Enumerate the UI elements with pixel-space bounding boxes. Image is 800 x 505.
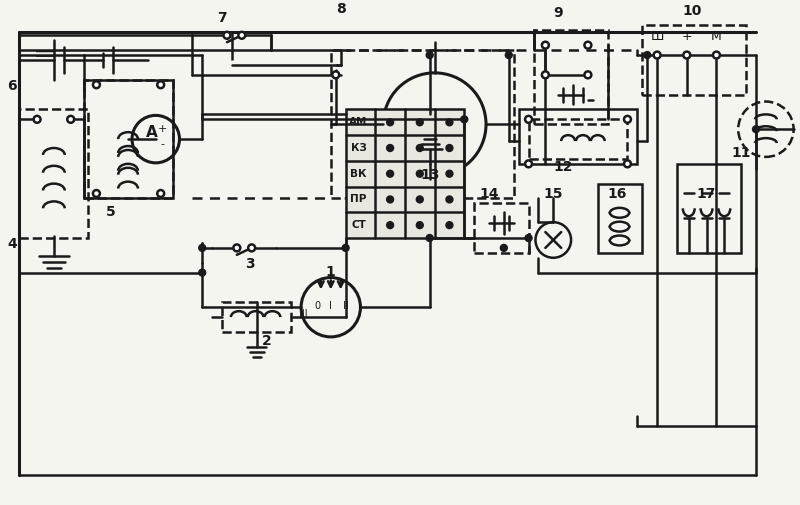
Text: М: М [711,30,722,43]
Circle shape [446,119,453,126]
Circle shape [500,244,507,251]
Circle shape [426,52,433,59]
Text: КЗ: КЗ [350,143,366,153]
Circle shape [753,126,759,133]
Text: 3: 3 [245,257,254,271]
Text: +: + [158,124,167,134]
Circle shape [93,81,100,88]
Text: 13: 13 [420,168,439,182]
Circle shape [158,190,164,197]
Text: 10: 10 [682,4,702,18]
Circle shape [223,32,230,39]
Text: 4: 4 [7,237,18,251]
Bar [642,25,746,94]
Bar [529,119,627,159]
Circle shape [234,244,240,251]
Text: ||: || [35,45,53,56]
Circle shape [624,116,631,123]
Bar [346,110,464,238]
Bar [598,184,642,253]
Circle shape [416,170,423,177]
Text: II: II [342,301,348,311]
Circle shape [446,196,453,203]
Text: 8: 8 [336,2,346,16]
Text: III: III [299,309,308,319]
Circle shape [446,222,453,229]
Circle shape [446,170,453,177]
Text: 0: 0 [314,301,320,311]
Bar [330,50,514,198]
Circle shape [416,144,423,151]
Circle shape [386,170,394,177]
Bar [677,164,741,253]
Circle shape [198,244,206,251]
Circle shape [525,116,532,123]
Circle shape [67,116,74,123]
Circle shape [386,119,394,126]
Text: A: A [146,125,158,140]
Text: 12: 12 [554,160,573,174]
Text: Ш: Ш [650,30,664,43]
Circle shape [654,52,661,59]
Circle shape [238,32,246,39]
Circle shape [158,81,164,88]
Text: -: - [161,139,165,149]
Circle shape [525,161,532,167]
Circle shape [713,52,720,59]
Text: 14: 14 [479,187,498,201]
Circle shape [542,42,549,48]
Circle shape [248,244,255,251]
Text: 15: 15 [543,187,563,201]
Circle shape [683,52,690,59]
Text: СТ: СТ [351,220,366,230]
Circle shape [644,52,650,59]
Text: 17: 17 [697,187,716,201]
Text: 5: 5 [106,205,116,219]
Circle shape [542,71,549,78]
Circle shape [506,52,512,59]
Text: 9: 9 [554,7,563,21]
Text: I: I [329,301,332,311]
Circle shape [386,196,394,203]
Circle shape [624,161,631,167]
Circle shape [34,116,41,123]
Circle shape [386,144,394,151]
Circle shape [416,119,423,126]
Circle shape [426,234,433,241]
Circle shape [446,144,453,151]
Bar [534,30,608,124]
Text: 6: 6 [7,79,17,92]
Bar [518,110,638,164]
Circle shape [585,42,591,48]
Bar [83,80,173,198]
Circle shape [461,116,468,123]
Bar [222,302,291,332]
Bar [474,204,529,253]
Text: +: + [682,30,692,43]
Circle shape [332,71,339,78]
Circle shape [585,71,591,78]
Bar [19,110,89,238]
Text: 1: 1 [326,265,336,279]
Circle shape [416,222,423,229]
Circle shape [416,196,423,203]
Circle shape [342,244,349,251]
Text: АМ: АМ [350,117,368,127]
Text: 16: 16 [608,187,627,201]
Circle shape [198,269,206,276]
Circle shape [525,234,532,241]
Text: 2: 2 [262,334,271,348]
Text: 7: 7 [217,12,227,25]
Text: ПР: ПР [350,194,366,205]
Circle shape [386,222,394,229]
Circle shape [93,190,100,197]
Text: ВК: ВК [350,169,366,179]
Text: 11: 11 [731,146,751,160]
Bar [83,80,173,198]
